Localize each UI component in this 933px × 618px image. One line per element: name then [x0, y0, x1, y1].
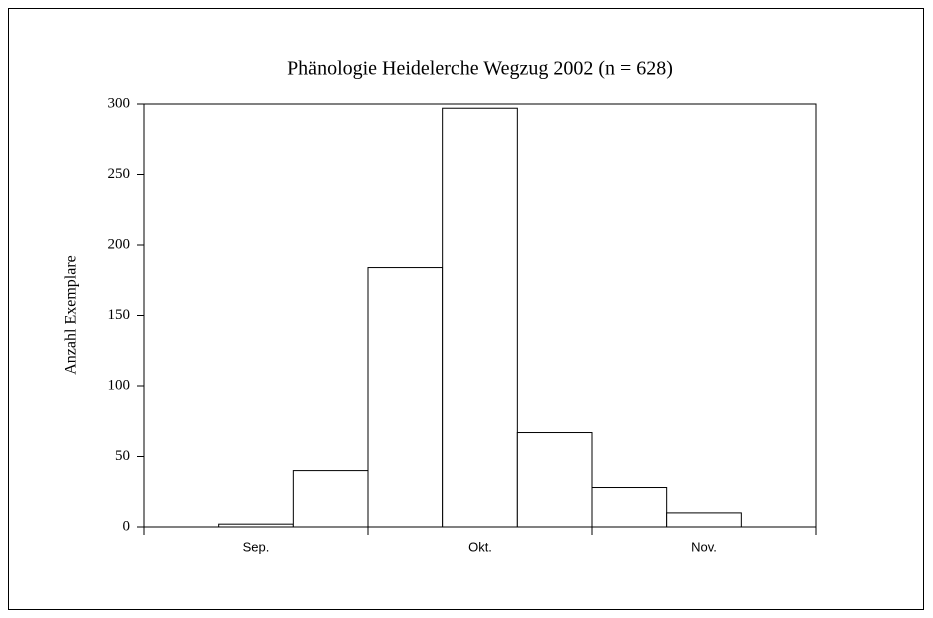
y-axis-label: Anzahl Exemplare	[63, 255, 80, 375]
bar	[516, 432, 593, 528]
x-tick-label: Nov.	[691, 539, 717, 554]
bar	[591, 487, 668, 528]
y-tick-label: 0	[123, 518, 131, 534]
bar	[442, 107, 518, 528]
plot-frame	[143, 103, 817, 528]
y-tick-label: 100	[108, 377, 131, 393]
x-tick-label: Sep.	[243, 539, 270, 554]
chart-frame	[8, 8, 924, 610]
y-tick-label: 50	[115, 448, 130, 464]
chart-title: Phänologie Heidelerche Wegzug 2002 (n = …	[287, 58, 673, 80]
y-tick-label: 150	[108, 307, 131, 323]
bar	[666, 512, 742, 528]
x-tick-label: Okt.	[468, 539, 492, 554]
bar	[292, 470, 369, 528]
y-tick-label: 250	[108, 166, 131, 182]
bar	[367, 267, 444, 528]
y-tick-label: 200	[108, 236, 131, 252]
y-tick-label: 300	[108, 95, 131, 111]
